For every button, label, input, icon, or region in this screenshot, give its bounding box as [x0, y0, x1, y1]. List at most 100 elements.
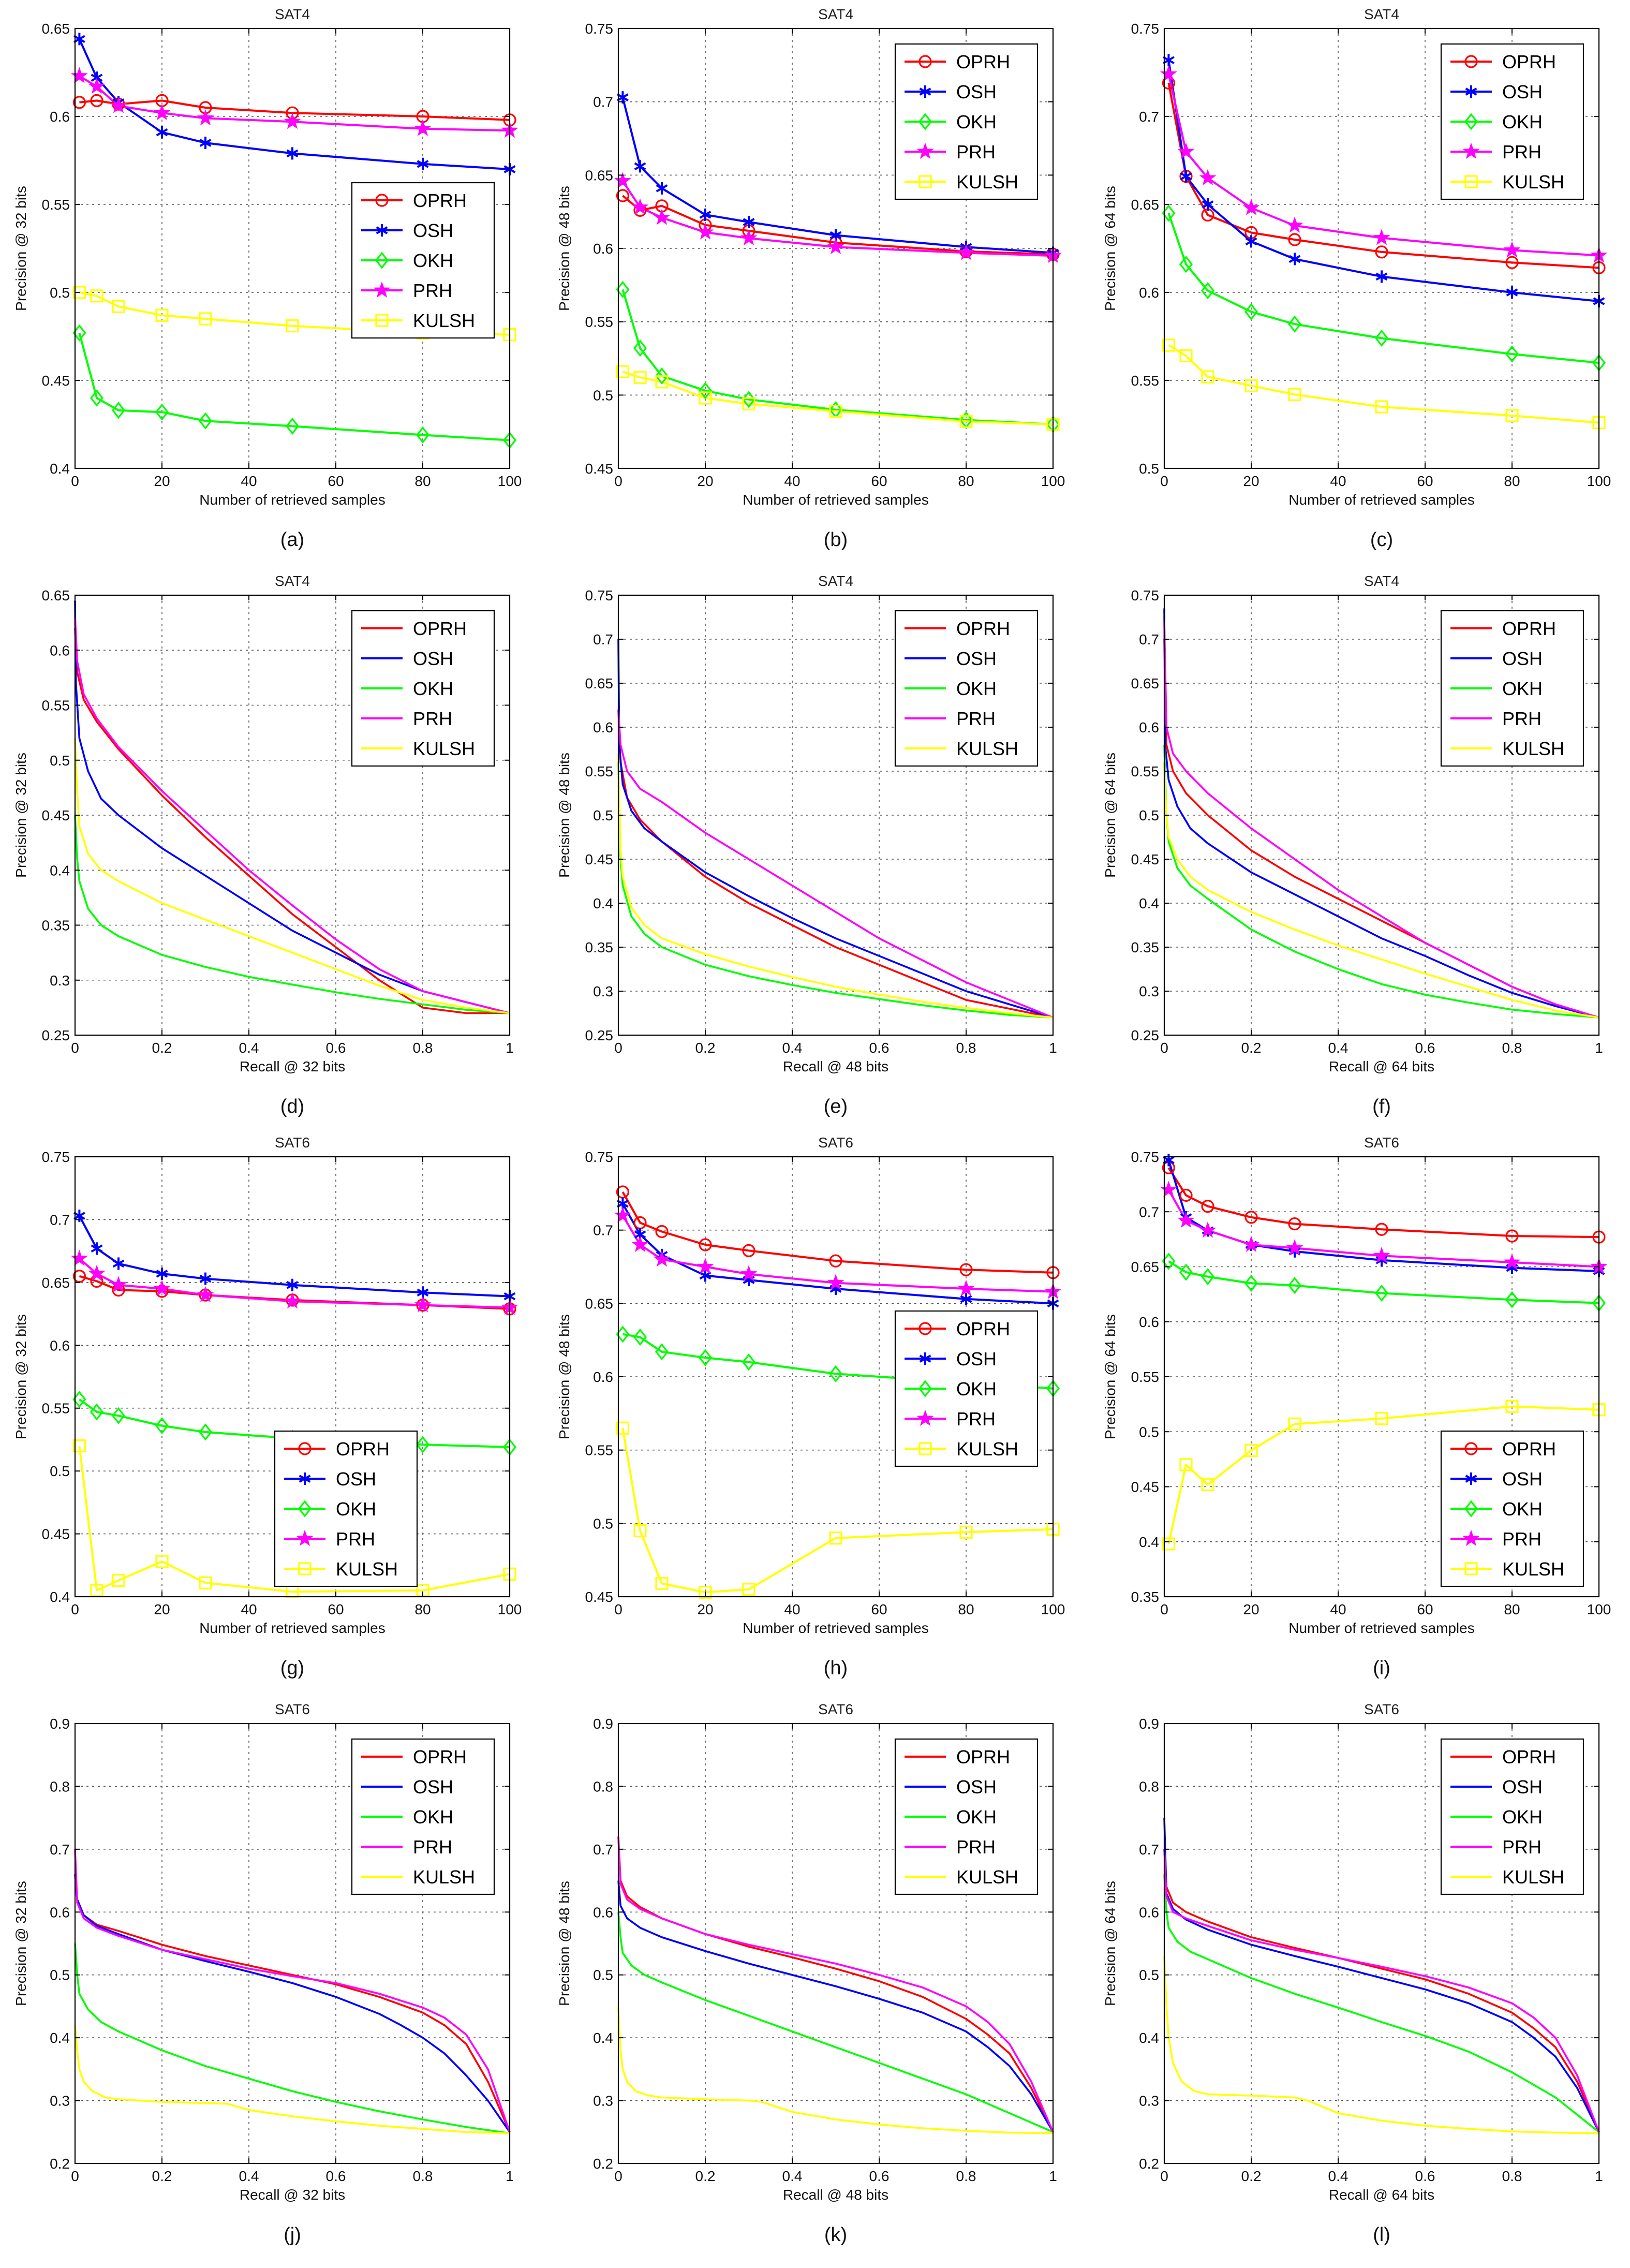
data-point-osh-arm — [1506, 288, 1518, 297]
x-tick-label: 100 — [1041, 1601, 1065, 1617]
y-tick-label: 0.75 — [585, 587, 614, 603]
y-tick-label: 0.4 — [50, 1589, 70, 1605]
y-tick-label: 0.45 — [42, 1526, 70, 1542]
data-point-osh — [156, 1267, 168, 1280]
x-tick-label: 0 — [614, 1040, 623, 1056]
data-point-prh — [414, 1296, 432, 1313]
series-line-prh — [74, 617, 510, 1014]
data-point-osh-arm — [1245, 237, 1257, 246]
y-tick-label: 0.7 — [1139, 109, 1159, 125]
x-tick-label: 0.4 — [1328, 1040, 1349, 1056]
y-tick-label: 0.5 — [50, 1463, 70, 1479]
legend: OPRH OSH OKH PRH KULSH — [351, 182, 495, 339]
data-point-kulsh — [699, 391, 712, 405]
y-tick-label: 0.4 — [593, 895, 613, 911]
legend-label-kulsh: KULSH — [1502, 171, 1564, 193]
y-tick-label: 0.55 — [585, 1442, 614, 1459]
x-tick-label: 60 — [328, 473, 344, 489]
data-point-kulsh — [633, 1524, 647, 1538]
legend: OPRH OSH OKH PRH KULSH — [1440, 1738, 1584, 1895]
y-tick-label: 0.65 — [42, 1275, 70, 1291]
chart-h: 0 20 40 60 80 100 0.45 0.5 0.55 0.6 0.65 0.7 0.75 SAT… — [556, 1135, 1065, 1679]
y-axis-label: Precision @ 64 bits — [1102, 753, 1118, 878]
series-line-osh — [621, 1203, 1054, 1305]
y-tick-label: 0.65 — [42, 587, 70, 603]
panel-label: (k) — [824, 2224, 847, 2246]
y-axis-label: Precision @ 64 bits — [1102, 186, 1118, 311]
y-tick-label: 0.9 — [50, 1716, 70, 1732]
x-axis-label: Number of retrieved samples — [743, 492, 928, 508]
series-line-prh — [1163, 621, 1599, 1019]
chart-i: 0 20 40 60 80 100 0.35 0.4 0.45 0.5 0.55 0.6 0.65 0.7… — [1102, 1135, 1611, 1679]
y-tick-label: 0.55 — [1131, 373, 1160, 389]
data-point-osh — [199, 137, 212, 149]
x-tick-label: 0.8 — [413, 2168, 433, 2184]
data-point-osh-arm — [112, 1259, 125, 1268]
data-point-okh — [1201, 282, 1215, 300]
x-tick-label: 40 — [1330, 1601, 1346, 1617]
data-point-prh — [110, 97, 127, 113]
y-tick-label: 0.2 — [593, 2156, 613, 2172]
axes-box — [617, 1722, 1054, 2164]
panel-label: (h) — [824, 1657, 848, 1679]
x-axis-label: Number of retrieved samples — [1288, 492, 1474, 508]
data-point-osh-arm — [634, 1230, 646, 1239]
data-point-osh-arm — [1163, 1156, 1175, 1165]
data-point-osh — [199, 1272, 212, 1285]
data-point-osh — [1180, 170, 1192, 183]
data-point-osh — [91, 1242, 103, 1255]
data-point-prh — [70, 67, 88, 83]
chart-title: SAT4 — [275, 573, 310, 589]
data-point-osh — [656, 182, 668, 195]
y-tick-label: 0.6 — [1139, 1314, 1159, 1330]
y-tick-label: 0.5 — [50, 753, 70, 769]
x-tick-label: 0.2 — [152, 2168, 172, 2184]
y-tick-label: 0.55 — [585, 763, 614, 779]
data-point-prh — [653, 209, 671, 225]
data-point-prh — [88, 77, 106, 94]
data-point-oprh — [1505, 1229, 1519, 1243]
data-point-prh — [740, 229, 758, 246]
y-tick-label: 0.5 — [1139, 807, 1159, 823]
legend-label-osh: OSH — [956, 1348, 997, 1369]
y-tick-label: 0.3 — [50, 2093, 70, 2109]
data-point-osh-arm — [1180, 172, 1192, 181]
data-point-okh — [828, 1365, 843, 1382]
x-tick-label: 20 — [1243, 1601, 1259, 1617]
legend-marker-okh — [1464, 1500, 1478, 1518]
data-point-okh — [1287, 1277, 1302, 1294]
legend-label-osh: OSH — [413, 1776, 453, 1798]
y-tick-label: 0.2 — [1139, 2156, 1159, 2172]
data-point-oprh — [959, 1263, 973, 1276]
legend-label-prh: PRH — [413, 280, 452, 301]
data-point-kulsh — [829, 404, 842, 418]
x-tick-label: 60 — [328, 1601, 344, 1617]
data-point-kulsh — [616, 1421, 630, 1435]
data-point-oprh — [742, 1244, 755, 1257]
y-tick-label: 0.7 — [1139, 631, 1159, 647]
x-tick-label: 0 — [1160, 2168, 1168, 2184]
y-axis-label: Precision @ 48 bits — [556, 753, 572, 878]
data-point-okh — [698, 1349, 713, 1366]
data-point-oprh — [616, 189, 630, 202]
data-point-osh-arm — [617, 1199, 629, 1208]
x-tick-label: 40 — [241, 473, 257, 489]
legend-label-oprh: OPRH — [413, 1746, 467, 1768]
y-tick-label: 0.55 — [42, 698, 70, 714]
data-point-kulsh — [1505, 1400, 1519, 1413]
series-line-kulsh — [74, 2025, 510, 2134]
legend-label-oprh: OPRH — [956, 1746, 1010, 1768]
y-tick-label: 0.4 — [50, 461, 70, 477]
y-tick-label: 0.55 — [42, 1401, 70, 1417]
data-point-okh — [655, 1343, 669, 1361]
legend-marker-osh-arm — [376, 226, 388, 234]
data-point-prh — [1503, 1253, 1521, 1270]
x-tick-label: 1 — [1049, 2168, 1057, 2184]
data-point-kulsh — [655, 375, 669, 389]
series-line-okh — [74, 1943, 510, 2134]
legend-label-kulsh: KULSH — [413, 310, 475, 331]
data-point-okh — [416, 1436, 430, 1453]
y-tick-label: 0.6 — [1139, 1904, 1159, 1920]
legend-marker-osh — [919, 1352, 931, 1365]
legend-label-oprh: OPRH — [1502, 1746, 1556, 1768]
